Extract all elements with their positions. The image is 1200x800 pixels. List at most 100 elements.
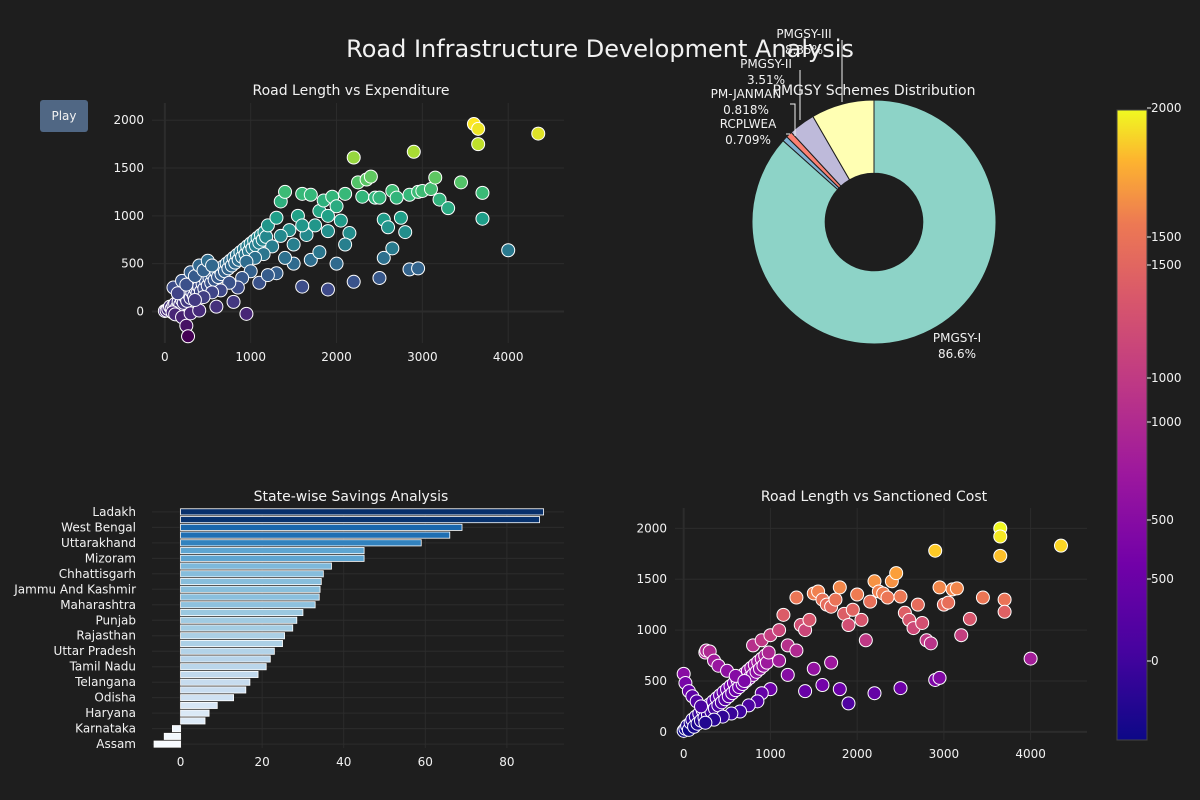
- scatter-point: [993, 529, 1008, 544]
- scatter-point: [226, 294, 241, 309]
- state-label: Mizoram: [85, 551, 136, 565]
- x-tick-label: 3000: [929, 747, 960, 761]
- savings-bar[interactable]: [163, 732, 181, 740]
- pie-label: PM-JANMAN: [711, 87, 782, 101]
- scatter-point: [372, 270, 387, 285]
- scatter-point: [295, 279, 310, 294]
- y-tick-label: 2000: [636, 521, 667, 535]
- x-tick-label: 4000: [493, 350, 524, 364]
- colorbar-gradient: [1116, 109, 1148, 741]
- savings-bar[interactable]: [180, 570, 324, 578]
- x-tick-label: 60: [418, 755, 433, 769]
- savings-bar[interactable]: [180, 601, 316, 609]
- savings-bar[interactable]: [180, 709, 210, 717]
- state-label: Uttarakhand: [61, 536, 136, 550]
- pie-slice[interactable]: [751, 99, 997, 345]
- scatter-point: [475, 185, 490, 200]
- play-button[interactable]: Play: [40, 100, 88, 132]
- x-tick-label: 3000: [407, 350, 438, 364]
- scatter-point: [845, 602, 860, 617]
- scatter-point: [761, 645, 776, 660]
- scatter-point: [1053, 538, 1068, 553]
- scatter-point: [441, 201, 456, 216]
- colorbar: 2000 1500 1500 1000 1000 500 500 0: [1116, 101, 1182, 741]
- savings-bar[interactable]: [180, 585, 321, 593]
- savings-bar[interactable]: [180, 639, 283, 647]
- scatter-point: [376, 250, 391, 265]
- savings-bar[interactable]: [180, 539, 422, 547]
- scatter-point: [915, 615, 930, 630]
- colorbar-tick-label: 1000: [1151, 371, 1182, 385]
- savings-bar[interactable]: [180, 616, 298, 624]
- scatter-point: [997, 604, 1012, 619]
- savings-bar[interactable]: [180, 547, 365, 555]
- savings-bar[interactable]: [180, 632, 285, 640]
- savings-bar[interactable]: [180, 647, 275, 655]
- state-label: Chhattisgarh: [59, 567, 136, 581]
- colorbar-tick-label: 500: [1151, 513, 1174, 527]
- scatter-point: [278, 184, 293, 199]
- scatter-point: [776, 607, 791, 622]
- scatter-point: [475, 211, 490, 226]
- scatter-point: [170, 286, 185, 301]
- x-tick-label: 80: [499, 755, 514, 769]
- savings-bar[interactable]: [180, 554, 365, 562]
- savings-bar[interactable]: [180, 694, 234, 702]
- state-label: Karnataka: [75, 722, 136, 736]
- savings-bar[interactable]: [171, 725, 181, 733]
- scatter-point: [205, 258, 220, 273]
- savings-bar[interactable]: [180, 523, 463, 531]
- scatter-point: [355, 189, 370, 204]
- scatter-point: [471, 137, 486, 152]
- savings-bar[interactable]: [180, 655, 271, 663]
- savings-bar[interactable]: [180, 508, 545, 516]
- scatter-point: [772, 653, 787, 668]
- scatter-point: [333, 213, 348, 228]
- scatter-point: [954, 628, 969, 643]
- savings-bar[interactable]: [180, 701, 218, 709]
- savings-bar[interactable]: [180, 670, 259, 678]
- x-tick-label: 1000: [755, 747, 786, 761]
- scatter-point: [832, 580, 847, 595]
- y-tick-label: 1500: [636, 572, 667, 586]
- scatter-point: [501, 243, 516, 258]
- scatter-sanctioned-title: Road Length vs Sanctioned Cost: [761, 489, 988, 505]
- savings-bar[interactable]: [153, 740, 181, 748]
- y-tick-label: 500: [644, 674, 667, 688]
- scatter-point: [850, 587, 865, 602]
- pie-slice[interactable]: [812, 99, 875, 181]
- savings-bar[interactable]: [180, 531, 451, 539]
- pie-percent: 8.35%: [785, 43, 823, 57]
- pie-label: PMGSY-II: [740, 57, 792, 71]
- state-label: Telangana: [74, 675, 136, 689]
- y-tick-label: 0: [136, 304, 144, 318]
- savings-bar[interactable]: [180, 562, 332, 570]
- scatter-point: [393, 210, 408, 225]
- savings-bar[interactable]: [180, 717, 206, 725]
- colorbar-tick-label: 1000: [1151, 415, 1182, 429]
- y-tick-label: 0: [659, 725, 667, 739]
- savings-bar[interactable]: [180, 624, 294, 632]
- scatter-point: [320, 224, 335, 239]
- x-tick-label: 0: [680, 747, 688, 761]
- savings-bar[interactable]: [180, 609, 304, 617]
- x-tick-label: 40: [336, 755, 351, 769]
- savings-bar[interactable]: [180, 686, 247, 694]
- scatter-point: [698, 715, 713, 730]
- savings-bar[interactable]: [180, 593, 320, 601]
- scatter-point: [910, 597, 925, 612]
- savings-bar[interactable]: [180, 578, 322, 586]
- scatter-point: [363, 169, 378, 184]
- scatter-point: [932, 670, 947, 685]
- scatter-point: [187, 292, 202, 307]
- savings-bar[interactable]: [180, 516, 540, 524]
- state-label: West Bengal: [61, 520, 136, 534]
- y-tick-label: 500: [121, 257, 144, 271]
- savings-bar[interactable]: [180, 678, 251, 686]
- scatter-point: [295, 218, 310, 233]
- state-label: Tamil Nadu: [69, 660, 136, 674]
- y-tick-label: 1500: [113, 161, 144, 175]
- savings-bar[interactable]: [180, 663, 267, 671]
- x-tick-label: 0: [177, 755, 185, 769]
- scatter-point: [841, 618, 856, 633]
